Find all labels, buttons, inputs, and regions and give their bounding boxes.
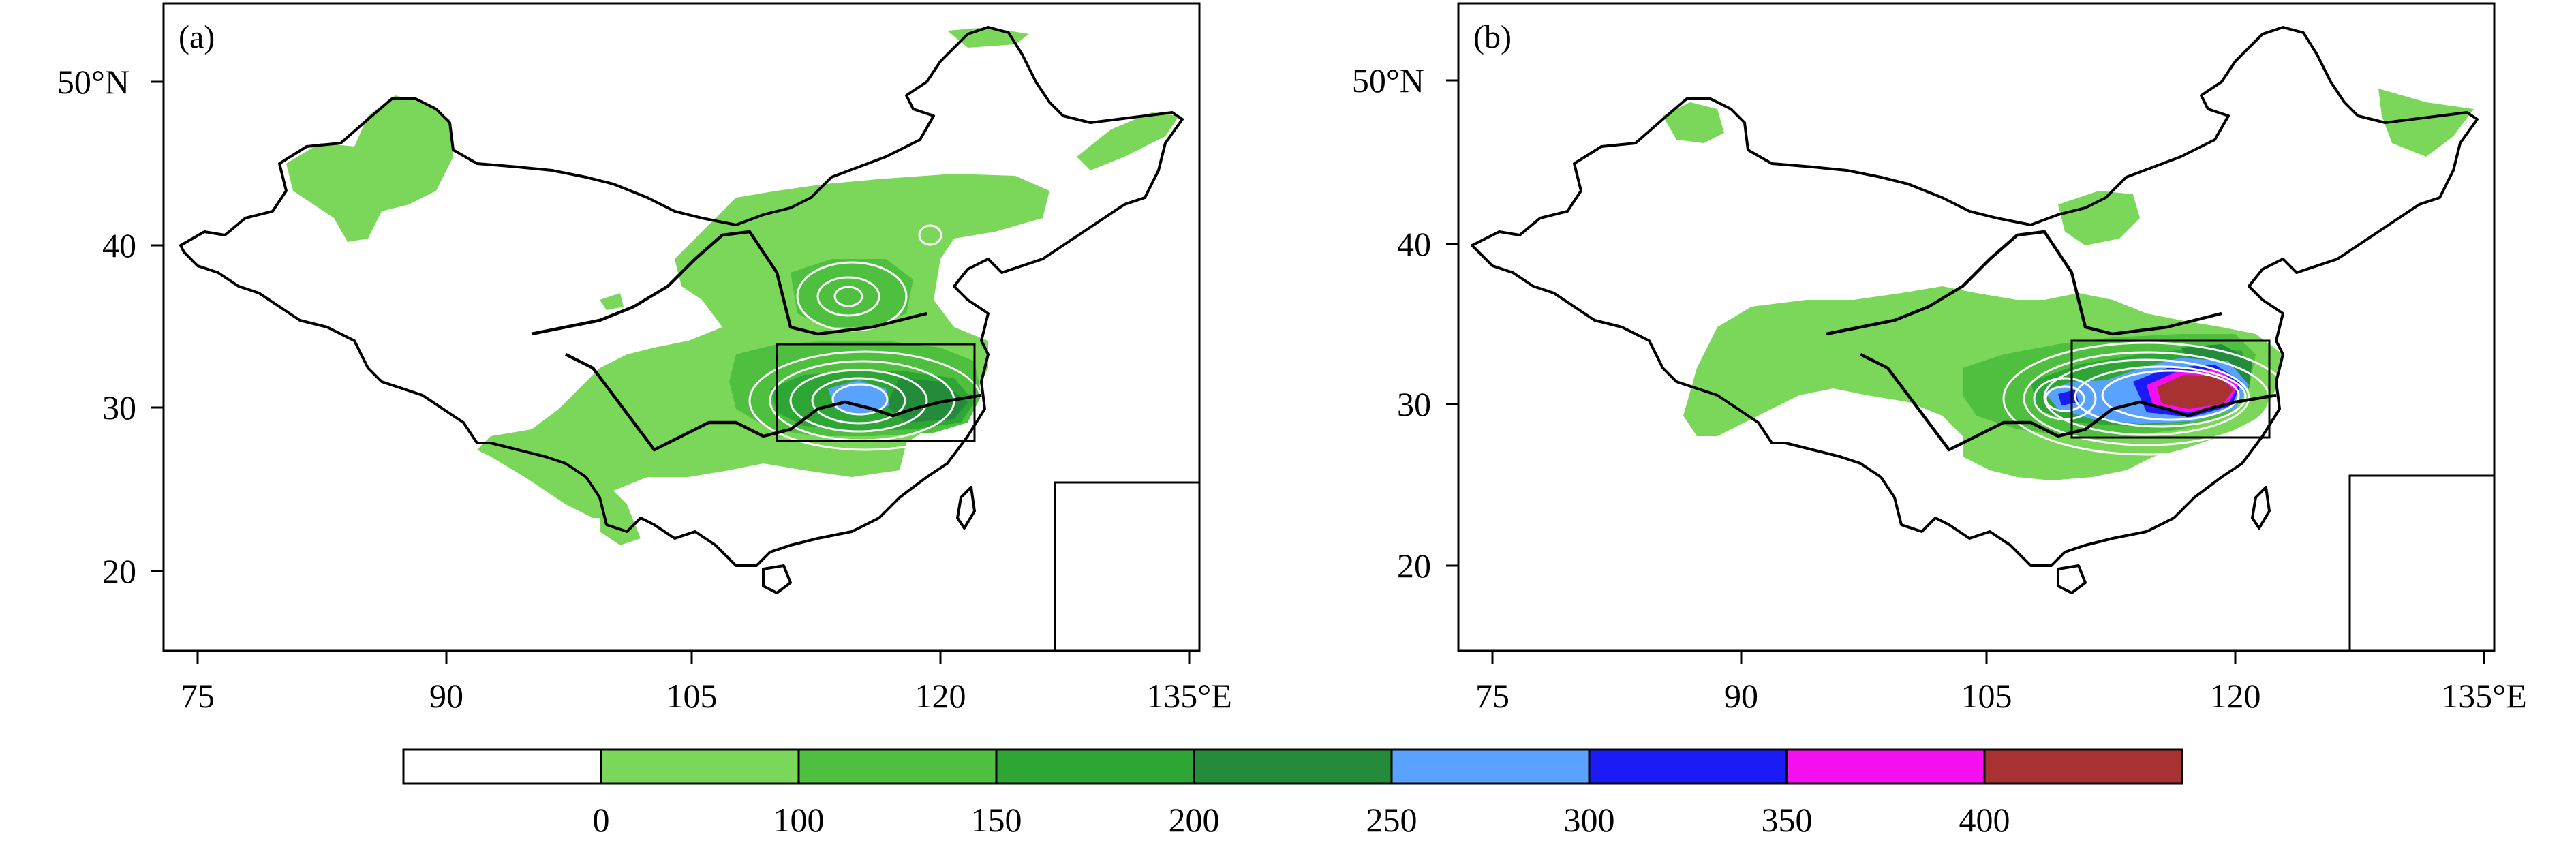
- lat-tick-b-30: 30: [1397, 385, 1431, 423]
- precip-shading-300-350: [2058, 390, 2079, 405]
- lon-tick-b-75: 75: [1475, 677, 1509, 715]
- colorbar: 0 100 150 200 250 300 350 400: [402, 748, 2183, 839]
- lon-tick-b-120: 120: [2210, 677, 2261, 715]
- china-border: [1471, 26, 2479, 567]
- precip-shading-0-100: [1663, 102, 1724, 143]
- panel-label-a: (a): [179, 19, 215, 55]
- precip-shading-0-100: [2378, 89, 2474, 157]
- yellow-river: [531, 230, 927, 336]
- colorbar-label: 250: [1366, 801, 1417, 839]
- lon-tick-a-120: 120: [915, 677, 966, 715]
- south-china-sea-inset: [1054, 481, 1199, 651]
- colorbar-swatch: [1588, 748, 1788, 785]
- contour-lines: [2002, 341, 2291, 456]
- colorbar-label: 400: [1959, 801, 2010, 839]
- lon-tick-a-105: 105: [666, 677, 718, 715]
- colorbar-swatch: [995, 748, 1195, 785]
- lon-tick-a-135: 135°E: [1146, 677, 1232, 715]
- lat-tick-a-20: 20: [102, 552, 136, 590]
- hainan-island: [2057, 564, 2087, 594]
- precip-shading-400-plus: [2157, 375, 2234, 409]
- taiwan-island: [2251, 486, 2271, 530]
- colorbar-label: 350: [1762, 801, 1813, 839]
- colorbar-swatch: [1193, 748, 1393, 785]
- colorbar-swatch: [600, 748, 800, 785]
- colorbar-swatch: [402, 748, 602, 785]
- precip-shading-0-100: [477, 174, 1049, 518]
- lat-tick-b-20: 20: [1397, 547, 1431, 585]
- colorbar-swatch: [1390, 748, 1591, 785]
- lat-tick-a-30: 30: [102, 388, 136, 427]
- lon-tick-a-90: 90: [429, 677, 463, 715]
- precip-shading-0-100: [1077, 112, 1179, 170]
- ticks-b: [1446, 79, 2485, 664]
- study-region-box: [2070, 339, 2271, 439]
- south-china-sea-inset: [2348, 474, 2494, 651]
- contour-lines: [748, 224, 983, 451]
- lat-tick-a-50: 50°N: [57, 63, 129, 101]
- ticks-a: [151, 80, 1191, 664]
- lon-tick-b-90: 90: [1724, 677, 1758, 715]
- lat-tick-b-40: 40: [1397, 225, 1431, 263]
- lat-tick-a-40: 40: [102, 226, 136, 264]
- colorbar-label: 150: [971, 801, 1022, 839]
- colorbar-swatch: [797, 748, 998, 785]
- axes-frame-b: [1457, 2, 2496, 652]
- map-panel-b: (b) 50°N 40 30 20 75 90 105 120 135°E: [1352, 2, 2527, 715]
- study-region-box: [776, 343, 976, 442]
- precip-shading-100-150: [791, 259, 913, 327]
- colorbar-label: 200: [1169, 801, 1220, 839]
- precip-shading-0-100: [600, 497, 641, 545]
- hainan-island: [762, 564, 792, 594]
- china-border: [179, 26, 1184, 567]
- precip-shading-0-100: [600, 293, 624, 310]
- lon-tick-a-75: 75: [181, 677, 215, 715]
- lon-tick-b-105: 105: [1961, 677, 2012, 715]
- colorbar-label: 300: [1564, 801, 1615, 839]
- taiwan-island: [956, 486, 976, 530]
- lat-tick-b-50: 50°N: [1352, 61, 1424, 99]
- panel-label-b: (b): [1473, 19, 1512, 55]
- colorbar-label: 100: [773, 801, 825, 839]
- colorbar-label: 0: [593, 801, 610, 839]
- precip-shading-0-100: [2058, 191, 2140, 245]
- map-panel-a: (a) 50°N 40 30 20 75 90 105 120 135°E: [57, 2, 1232, 715]
- axes-frame-a: [162, 2, 1201, 652]
- lon-tick-b-135: 135°E: [2441, 677, 2527, 715]
- yellow-river: [1826, 230, 2222, 336]
- colorbar-swatch: [1983, 748, 2183, 785]
- precip-shading-0-100: [286, 95, 453, 242]
- precip-shading-250-300: [828, 380, 889, 416]
- colorbar-swatch: [1785, 748, 1986, 785]
